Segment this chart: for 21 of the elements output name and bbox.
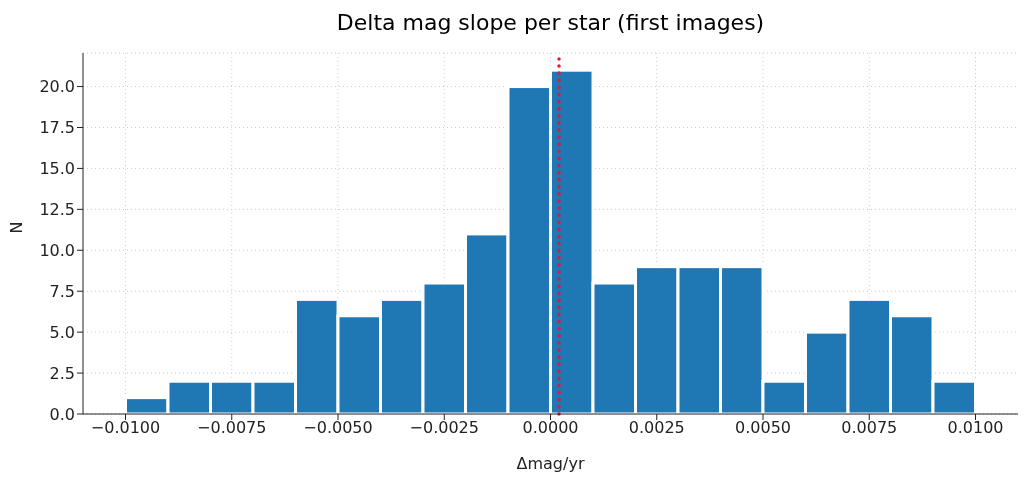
x-tick-label: −0.0100: [90, 418, 161, 438]
x-tick-label: 0.0075: [841, 418, 898, 438]
x-tick-label: 0.0025: [628, 418, 685, 438]
x-tick-label: 0.0100: [947, 418, 1004, 438]
y-tick-label: 20.0: [39, 77, 75, 97]
y-tick-label: 2.5: [49, 363, 75, 383]
y-tick-label: 0.0: [49, 404, 75, 424]
y-tick-label: 17.5: [39, 118, 75, 138]
y-tick-label: 12.5: [39, 200, 75, 220]
x-tick-label: 0.0000: [522, 418, 579, 438]
y-tick-label: 7.5: [49, 281, 75, 301]
x-axis-title: Δmag/yr: [516, 454, 585, 473]
y-axis-title: N: [6, 221, 26, 234]
chart-title: Delta mag slope per star (first images): [335, 10, 766, 35]
x-tick-label: −0.0050: [303, 418, 373, 438]
y-tick-label: 10.0: [39, 240, 75, 260]
y-tick-label: 5.0: [49, 322, 75, 342]
x-tick-label: −0.0075: [197, 418, 267, 438]
x-tick-label: 0.0050: [735, 418, 791, 438]
y-tick-label: 15.0: [39, 159, 75, 179]
x-tick-label: −0.0025: [409, 418, 479, 438]
